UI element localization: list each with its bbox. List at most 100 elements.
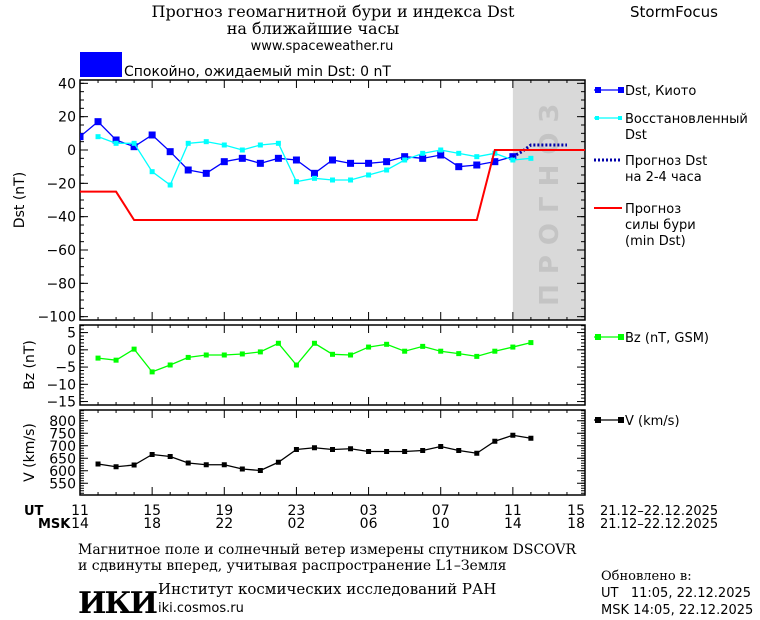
series-line bbox=[80, 120, 514, 175]
data-point bbox=[330, 351, 335, 357]
y-tick-label: −10 bbox=[46, 377, 76, 393]
data-point bbox=[95, 461, 101, 467]
data-point bbox=[366, 172, 372, 178]
x-tick-label-msk: 22 bbox=[215, 516, 233, 532]
legend-item: V (km/s) bbox=[594, 414, 680, 429]
updated-ut: UT 11:05, 22.12.2025 bbox=[601, 586, 751, 601]
data-point bbox=[131, 346, 137, 352]
note-line-1: Магнитное поле и солнечный ветер измерен… bbox=[78, 542, 577, 558]
legend-item: Dst, Киото bbox=[594, 84, 696, 99]
plot-frame bbox=[79, 409, 586, 496]
data-point bbox=[348, 446, 354, 452]
data-point bbox=[148, 131, 156, 139]
note-line-2: и сдвинуты вперед, учитывая распростране… bbox=[78, 558, 507, 574]
data-point bbox=[167, 182, 173, 188]
data-point bbox=[311, 175, 317, 181]
data-point bbox=[528, 435, 534, 441]
data-point bbox=[293, 362, 299, 368]
legend-label: Восстановленный Dst bbox=[625, 112, 748, 143]
series-line bbox=[512, 143, 567, 158]
ut-date-range: 21.12–22.12.2025 bbox=[600, 504, 718, 519]
y-tick-label: −15 bbox=[46, 395, 76, 411]
y-tick-label: −5 bbox=[55, 360, 76, 376]
y-tick-label: 650 bbox=[49, 451, 76, 467]
data-point bbox=[184, 166, 192, 174]
data-point bbox=[256, 159, 264, 167]
legend-label-line: Dst, Киото bbox=[625, 84, 696, 99]
data-point bbox=[275, 140, 281, 146]
data-point bbox=[167, 362, 173, 368]
chart-subtitle: на ближайшие часы bbox=[227, 19, 400, 38]
data-point bbox=[438, 147, 444, 153]
legend-marker bbox=[595, 87, 601, 93]
x-tick-label-ut: 11 bbox=[71, 503, 89, 519]
series-bz-nt-gsm- bbox=[95, 340, 534, 375]
data-point bbox=[80, 133, 84, 141]
data-point bbox=[292, 156, 300, 164]
data-point bbox=[185, 354, 191, 360]
msk-date-range: 21.12–22.12.2025 bbox=[600, 517, 718, 532]
series-line bbox=[80, 149, 585, 221]
data-point bbox=[510, 344, 516, 350]
y-tick-label: 0 bbox=[67, 343, 76, 359]
institute-name: Институт космических исследований РАН bbox=[158, 580, 496, 598]
data-point bbox=[293, 447, 299, 452]
data-point bbox=[311, 445, 317, 451]
y-tick-label: −40 bbox=[46, 210, 76, 226]
site-url[interactable]: www.spaceweather.ru bbox=[251, 39, 394, 54]
legend-label-line: Bz (nT, GSM) bbox=[625, 331, 709, 346]
data-point bbox=[492, 348, 498, 354]
data-point bbox=[384, 167, 390, 173]
series-line bbox=[97, 341, 532, 373]
iki-logo: ИКИ bbox=[78, 586, 157, 620]
x-tick-label-msk: 10 bbox=[432, 516, 450, 532]
data-point bbox=[347, 159, 355, 167]
x-tick-label-ut: 15 bbox=[567, 503, 585, 519]
data-point bbox=[402, 348, 408, 354]
data-point bbox=[420, 448, 426, 453]
legend-item: Восстановленный Dst bbox=[594, 112, 748, 143]
status-color-box bbox=[80, 52, 122, 77]
data-point bbox=[473, 161, 481, 169]
data-point bbox=[220, 158, 228, 166]
data-point bbox=[166, 148, 174, 156]
institute-url[interactable]: iki.cosmos.ru bbox=[158, 601, 244, 616]
data-point bbox=[456, 351, 462, 357]
y-tick-label: −60 bbox=[46, 243, 76, 259]
x-tick-label-msk: 02 bbox=[288, 516, 306, 532]
legend-label-line: Прогноз Dst bbox=[625, 154, 707, 169]
data-point bbox=[365, 159, 373, 167]
y-tick-label: 20 bbox=[58, 110, 76, 126]
x-tick-label-ut: 11 bbox=[504, 503, 522, 519]
data-point bbox=[113, 464, 119, 470]
y-tick-label: 750 bbox=[49, 426, 76, 442]
data-point bbox=[203, 462, 209, 468]
y-tick-label: 0 bbox=[67, 143, 76, 159]
x-tick-label-msk: 18 bbox=[567, 516, 585, 532]
data-point bbox=[474, 154, 480, 160]
series-v-km-s- bbox=[95, 432, 534, 473]
data-point bbox=[455, 163, 463, 171]
y-tick-label: −100 bbox=[38, 310, 76, 326]
legend-marker bbox=[595, 417, 601, 423]
data-point bbox=[330, 177, 335, 183]
data-point bbox=[456, 150, 462, 156]
data-point bbox=[167, 454, 173, 459]
data-point bbox=[203, 139, 209, 145]
x-tick-label-ut: 15 bbox=[143, 503, 161, 519]
forecast-region bbox=[512, 80, 585, 320]
y-tick-label: 550 bbox=[49, 476, 76, 492]
legend-label: Прогноз Dst на 2-4 часа bbox=[625, 154, 707, 185]
updated-label: Обновлено в: bbox=[601, 569, 692, 584]
series-прогноз-силы-бури-min-dst- bbox=[80, 149, 585, 221]
data-point bbox=[95, 355, 101, 361]
panel-1: 50−5−10 −15 Bz (nT) bbox=[22, 324, 586, 411]
y-tick-label: 700 bbox=[49, 439, 76, 455]
data-point bbox=[491, 158, 499, 166]
legend-marker bbox=[618, 87, 624, 93]
series-dst-киото bbox=[80, 118, 517, 177]
data-point bbox=[239, 147, 245, 153]
data-point bbox=[112, 136, 120, 144]
